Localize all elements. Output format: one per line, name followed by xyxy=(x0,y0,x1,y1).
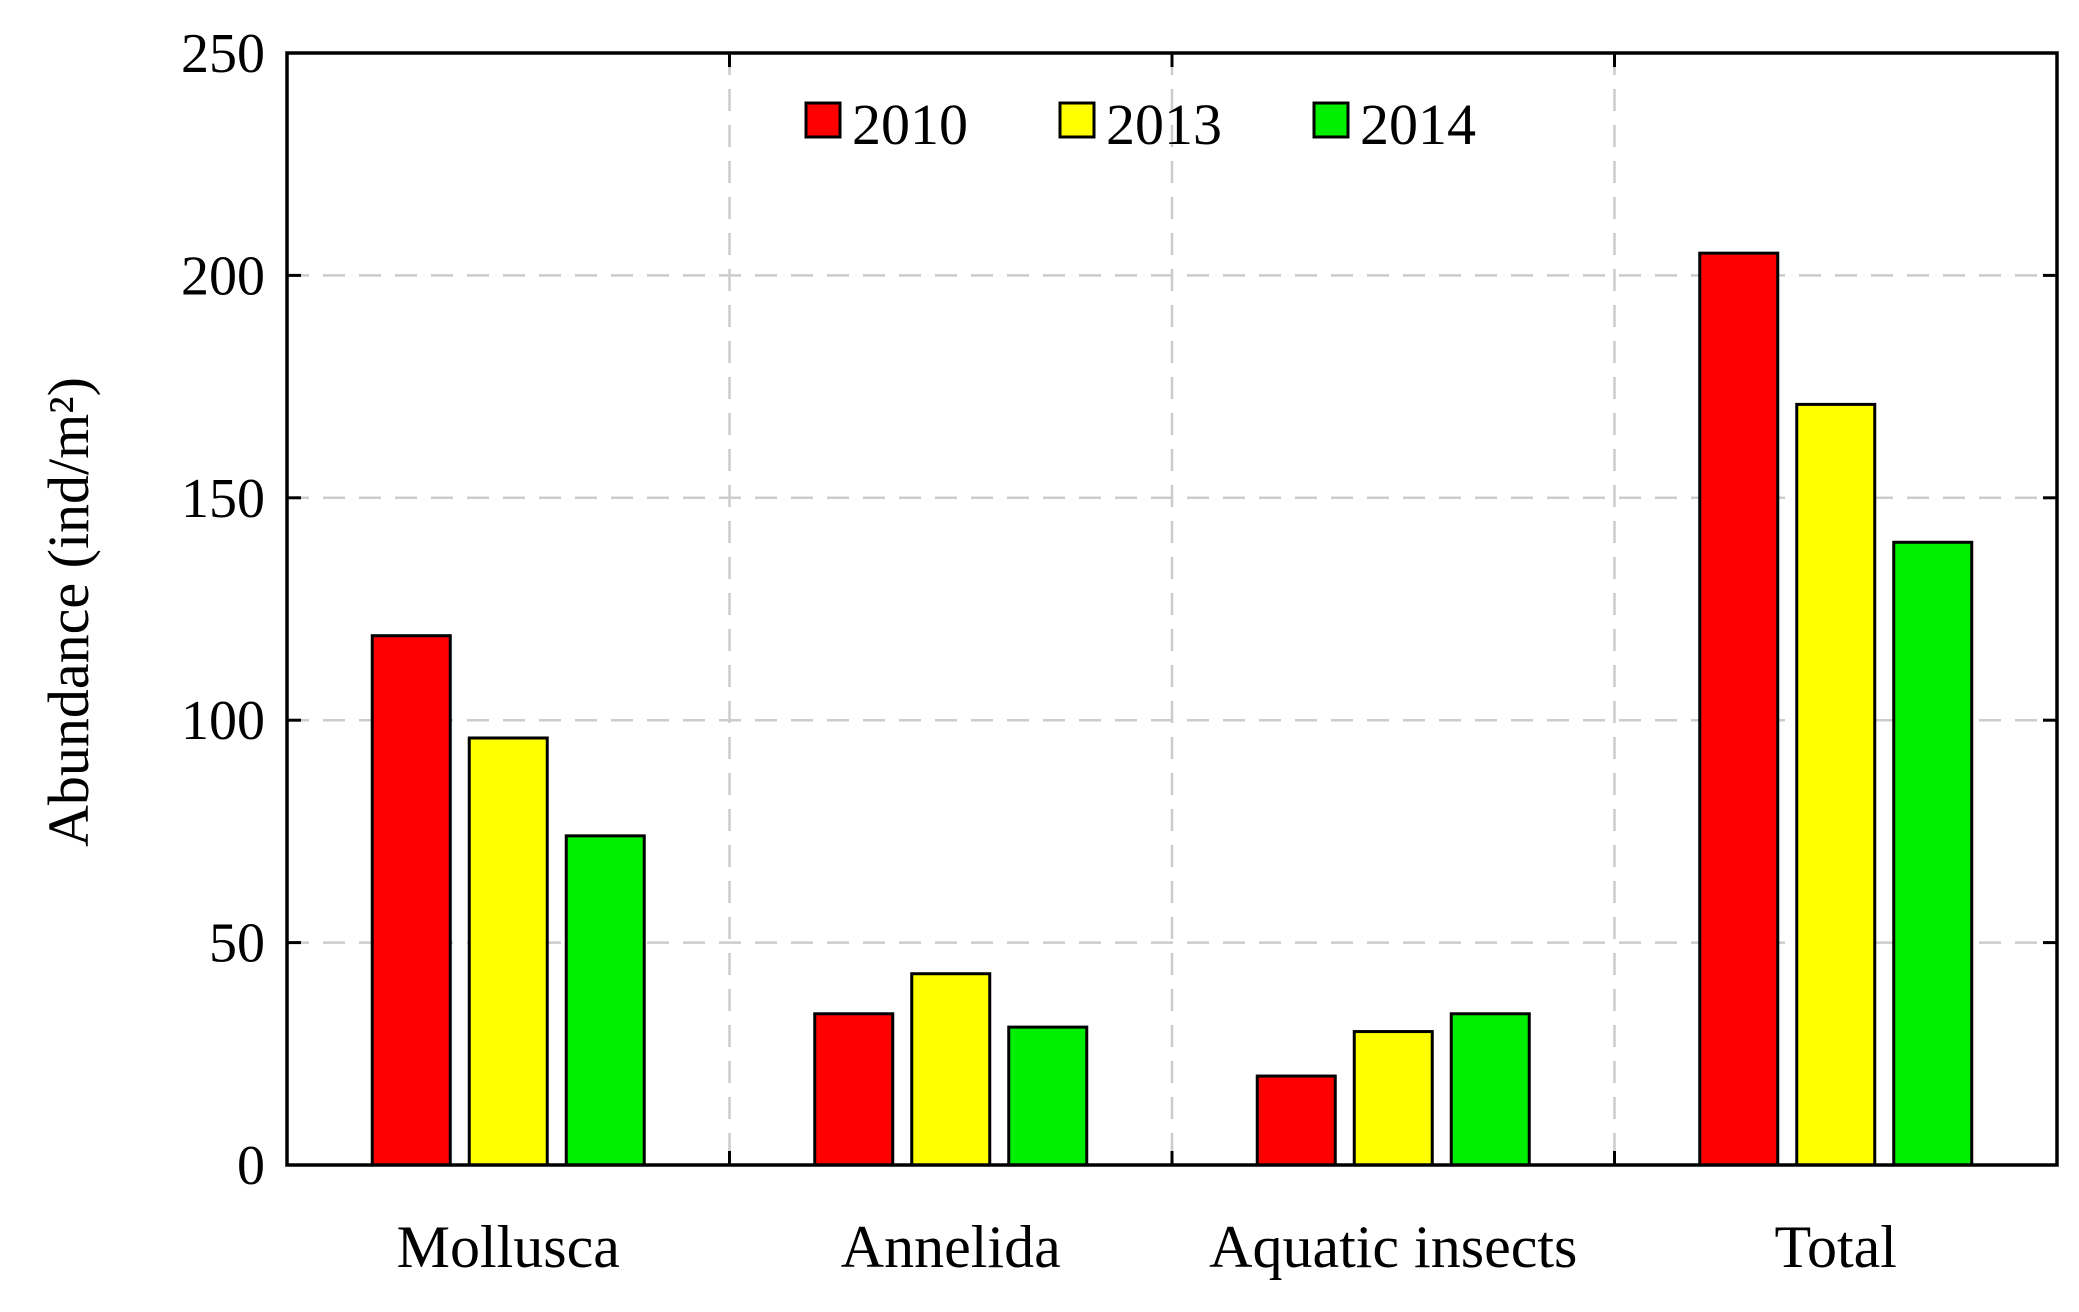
legend-label: 2013 xyxy=(1106,92,1222,157)
x-category-label: Total xyxy=(1775,1214,1897,1280)
bar-total-2013 xyxy=(1795,402,1877,1167)
bar-mollusca-2010 xyxy=(370,634,452,1167)
y-tick-label: 0 xyxy=(237,1135,265,1197)
y-tick-label: 150 xyxy=(181,468,265,530)
x-category-label: Annelida xyxy=(841,1214,1061,1280)
bar-aquatic-insects-2014 xyxy=(1449,1012,1531,1167)
y-tick-label: 100 xyxy=(181,690,265,752)
y-axis-ticks: 0 50 100 150 200 250 xyxy=(181,23,2057,1197)
bar-annelida-2014 xyxy=(1007,1025,1089,1167)
legend-swatch-2010 xyxy=(804,101,842,139)
bar-annelida-2010 xyxy=(813,1012,895,1167)
bar-aquatic-insects-2013 xyxy=(1352,1030,1434,1167)
bar-aquatic-insects-2010 xyxy=(1255,1074,1337,1167)
bar-total-2010 xyxy=(1698,251,1780,1167)
legend-swatch-2013 xyxy=(1058,101,1096,139)
y-tick-label: 50 xyxy=(209,913,265,975)
bar-total-2014 xyxy=(1892,540,1974,1167)
bar-mollusca-2013 xyxy=(467,736,549,1167)
legend-swatch-2014 xyxy=(1312,101,1350,139)
y-tick-label: 200 xyxy=(181,245,265,307)
x-category-label: Aquatic insects xyxy=(1209,1214,1577,1280)
x-category-label: Mollusca xyxy=(397,1214,620,1280)
y-tick-label: 250 xyxy=(181,23,265,85)
legend: 2010 2013 2014 xyxy=(804,92,1476,157)
bar-mollusca-2014 xyxy=(564,834,646,1167)
x-axis-category-labels: Mollusca Annelida Aquatic insects Total xyxy=(397,1214,1897,1280)
grid-lines xyxy=(287,53,2057,1165)
y-axis-title: Abundance (ind/m²) xyxy=(36,377,101,847)
bars xyxy=(370,251,1974,1167)
legend-label: 2010 xyxy=(852,92,968,157)
bar-annelida-2013 xyxy=(910,972,992,1167)
legend-label: 2014 xyxy=(1360,92,1476,157)
